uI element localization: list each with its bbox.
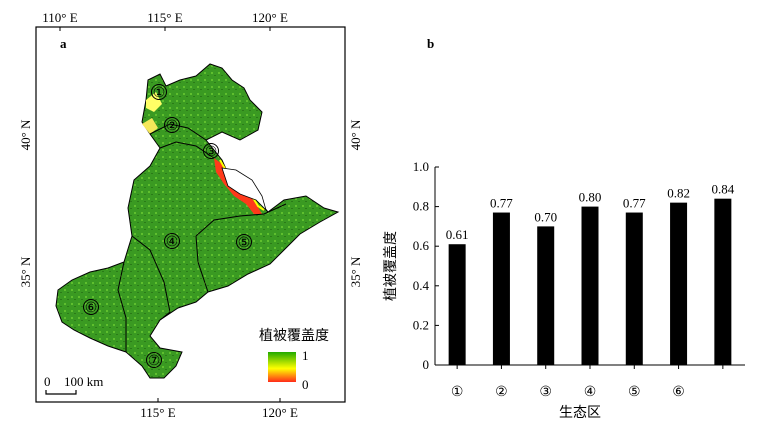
x-tick-label: ④ (584, 385, 597, 400)
x-axis-label: 生态区 (559, 405, 601, 421)
x-tick-label: ⑤ (628, 385, 641, 400)
low-cover-patch-north-2 (142, 118, 158, 134)
bottom-tick-115e: 115° E (140, 405, 175, 420)
low-cover-patch-north (146, 92, 162, 112)
y-tick-label: 0 (423, 357, 430, 372)
y-axis-label: 植被覆盖度 (383, 231, 399, 301)
bottom-tick-120e: 120° E (262, 405, 298, 420)
map-panel: a 110° E 115° E 120° E 115° E 120° E 40°… (18, 10, 363, 420)
study-area-map: ① ② ③ ④ ⑤ ⑥ ⑦ (55, 63, 340, 379)
scale-bar: 0 100 km (44, 374, 103, 395)
map-legend: 植被覆盖度 1 0 (259, 328, 329, 392)
bar-value-label: 0.82 (667, 186, 690, 201)
left-tick-35n: 35° N (18, 256, 33, 287)
right-tick-40n: 40° N (348, 119, 363, 150)
map-right-ticks: 40° N 35° N (348, 119, 363, 287)
x-tick-label: ① (451, 385, 464, 400)
zone-marker-3: ③ (205, 145, 218, 160)
zone-markers: ① ② ③ ④ ⑤ ⑥ ⑦ (83, 84, 252, 369)
zone-marker-1: ① (153, 86, 166, 101)
bar-value-label: 0.77 (623, 196, 646, 211)
x-tick-label: ③ (539, 385, 552, 400)
coast-red-band (214, 158, 262, 214)
scale-bar-start: 0 (44, 374, 51, 389)
y-tick-label: 0.6 (413, 238, 430, 253)
bohai-sea (221, 167, 267, 212)
zone-marker-5: ⑤ (238, 236, 251, 251)
zone-marker-6: ⑥ (85, 301, 98, 316)
map-bottom-ticks: 115° E 120° E (140, 398, 298, 420)
bar-value-label: 0.77 (490, 196, 513, 211)
bar (581, 206, 599, 365)
right-tick-35n: 35° N (348, 256, 363, 287)
legend-title: 植被覆盖度 (259, 328, 329, 344)
y-tick-label: 1.0 (413, 159, 429, 174)
map-left-ticks: 40° N 35° N (18, 119, 33, 287)
bar (670, 202, 688, 365)
zone-marker-7: ⑦ (148, 354, 161, 369)
bar-value-label: 0.70 (534, 209, 557, 224)
zone-marker-2: ② (166, 119, 179, 134)
bar (625, 212, 643, 365)
y-tick-label: 0.4 (413, 278, 430, 293)
bar (492, 212, 510, 365)
bar-value-label: 0.61 (446, 227, 469, 242)
scale-bar-label: 100 km (64, 374, 103, 389)
bar (448, 244, 466, 365)
x-tick-label: ⑥ (672, 385, 685, 400)
chart-panel-label: b (427, 36, 434, 51)
y-tick-label: 0.8 (413, 199, 429, 214)
zone-marker-4: ④ (166, 235, 179, 250)
bar-chart-panel: b 植被覆盖度 生态区 0 0.2 0.4 0.6 0.8 1.0 0.61 0.77 0.70… (383, 36, 745, 421)
top-tick-120e: 120° E (252, 10, 288, 25)
map-panel-label: a (60, 36, 67, 51)
top-tick-115e: 115° E (147, 10, 182, 25)
legend-low-label: 0 (302, 377, 309, 392)
legend-high-label: 1 (302, 348, 309, 363)
bar (714, 198, 732, 365)
y-tick-label: 0.2 (413, 317, 429, 332)
map-top-ticks: 110° E 115° E 120° E (42, 10, 288, 31)
bar-value-label: 0.84 (711, 182, 734, 197)
bar-chart-plot: 0 0.2 0.4 0.6 0.8 1.0 0.61 0.77 0.70 0.80 0.77 0.82… (413, 159, 745, 400)
legend-color-ramp (268, 352, 296, 382)
left-tick-40n: 40° N (18, 119, 33, 150)
bar (537, 226, 555, 365)
x-tick-label: ② (495, 385, 508, 400)
bar-value-label: 0.80 (579, 190, 602, 205)
top-tick-110e: 110° E (42, 10, 77, 25)
